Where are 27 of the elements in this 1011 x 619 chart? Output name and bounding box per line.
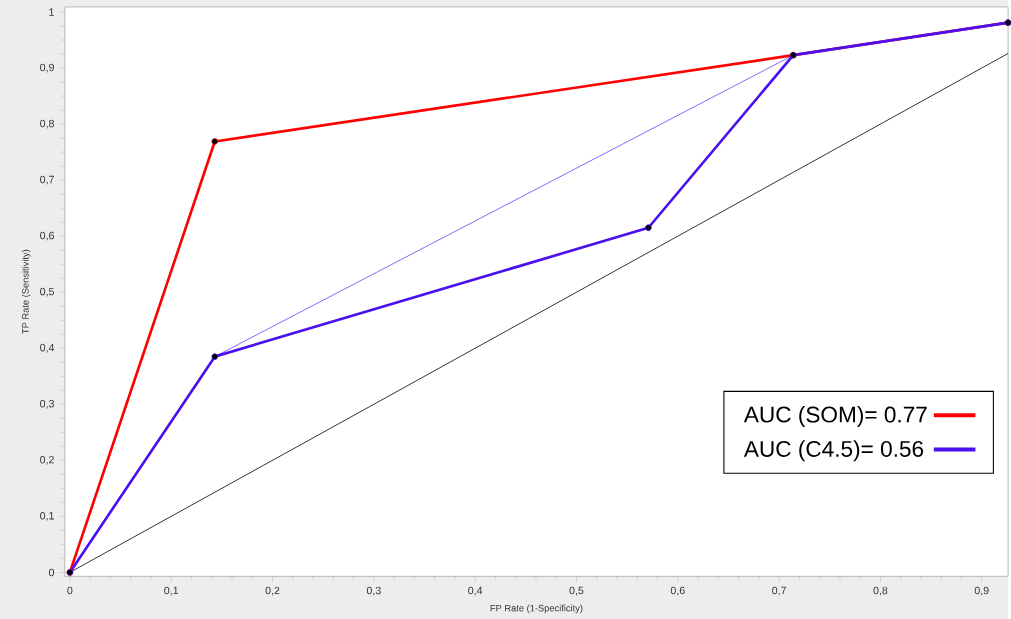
x-tick-label: 0,9 — [974, 586, 989, 596]
x-tick-label: 0,8 — [873, 586, 888, 596]
y-tick-label: 1 — [49, 8, 54, 16]
x-tick-label: 0,4 — [468, 586, 483, 596]
y-tick-label: 0,5 — [40, 287, 54, 297]
x-tick-label: 0,6 — [670, 586, 685, 596]
x-tick-label: 0,3 — [366, 586, 381, 596]
y-axis-title: TP Rate (Sensitivity) — [21, 249, 31, 334]
y-tick-label: 0,4 — [40, 343, 55, 353]
y-tick-label: 0,8 — [40, 119, 54, 129]
x-tick-label: 0,7 — [772, 586, 786, 596]
point — [211, 353, 219, 360]
x-tick-label: 0,2 — [265, 586, 280, 596]
y-tick-label: 0,3 — [40, 399, 54, 409]
legend-label: AUC (SOM)= 0.77 — [743, 405, 927, 427]
legend-label: AUC (C4.5)= 0.56 — [743, 440, 924, 462]
y-tick-label: 0 — [48, 568, 55, 577]
x-tick-label: 0,1 — [164, 586, 179, 596]
point — [645, 224, 652, 231]
x-tick-label: 0 — [67, 586, 73, 595]
y-tick-label: 0,2 — [40, 455, 54, 465]
x-tick-label: 0,5 — [569, 586, 584, 596]
y-tick-label: 0,9 — [40, 63, 54, 73]
y-tick-label: 0,7 — [40, 175, 54, 185]
y-tick-label: 0,6 — [40, 231, 54, 241]
x-axis-title: FP Rate (1-Specificity) — [490, 604, 583, 614]
y-tick-label: 0,1 — [40, 511, 54, 521]
